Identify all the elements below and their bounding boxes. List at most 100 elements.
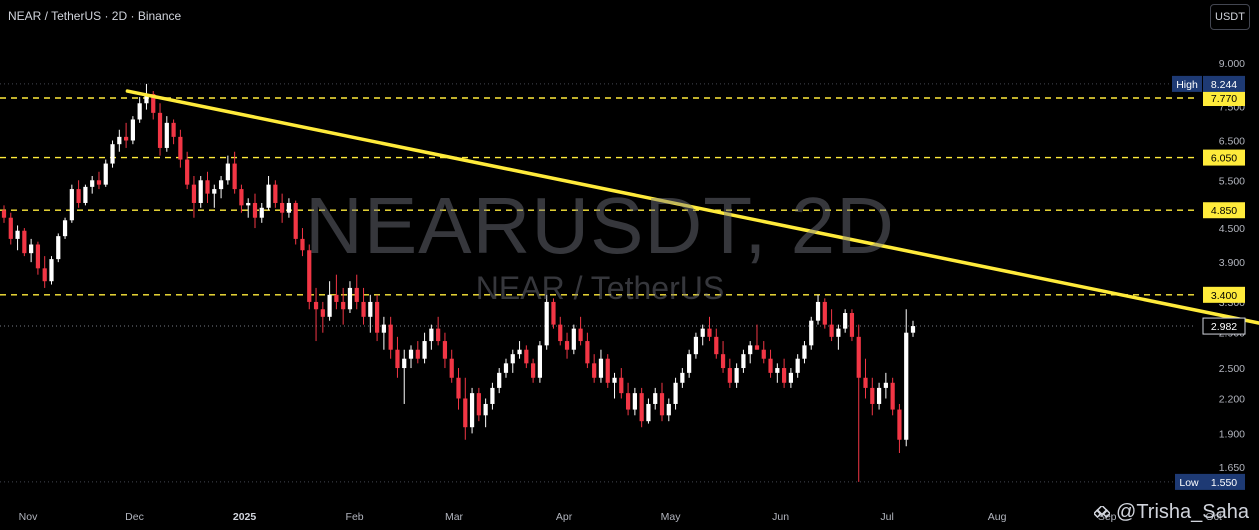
candle-body xyxy=(849,313,855,337)
level-price-tag xyxy=(1203,202,1245,219)
time-tick-label: Apr xyxy=(556,511,573,523)
candle-body xyxy=(551,301,556,325)
candle-body xyxy=(788,372,793,383)
candle-body xyxy=(517,349,522,355)
candle-body xyxy=(571,328,576,350)
candle-body xyxy=(198,180,203,203)
candle-body xyxy=(639,393,644,422)
candle-body xyxy=(42,268,47,282)
candle-body xyxy=(720,354,726,369)
candle-body xyxy=(836,328,841,337)
candle-body xyxy=(537,345,543,378)
candle-body xyxy=(374,301,380,333)
candle-body xyxy=(280,202,285,213)
candle-body xyxy=(293,202,298,239)
author-credit: @Trisha_Saha xyxy=(1092,501,1249,524)
candle-body xyxy=(476,393,481,416)
candle-body xyxy=(90,180,95,187)
candle-body xyxy=(347,287,353,310)
price-axis[interactable]: 9.0007.5006.5005.5004.5003.9003.3002.900… xyxy=(1172,58,1246,490)
candle-body xyxy=(598,358,604,378)
candle-body xyxy=(904,332,909,440)
candle-body xyxy=(246,202,251,206)
candle-body xyxy=(436,328,441,342)
price-tick-label: 1.650 xyxy=(1219,462,1245,474)
candle-body xyxy=(883,382,888,388)
candle-body xyxy=(29,244,34,254)
candle-body xyxy=(422,341,427,359)
candle-body xyxy=(259,207,264,218)
candle-body xyxy=(802,345,807,359)
candle-body xyxy=(524,349,529,364)
time-tick-label: Aug xyxy=(988,511,1007,523)
candle-body xyxy=(829,324,834,337)
candle-body xyxy=(863,377,868,388)
candle-body xyxy=(754,345,760,350)
candle-body xyxy=(130,119,135,141)
candle-body xyxy=(727,368,732,383)
candle-body xyxy=(876,387,882,404)
candle-body xyxy=(402,358,407,369)
candle-body xyxy=(564,341,570,350)
level-price-tag xyxy=(1203,89,1245,106)
candle-body xyxy=(843,313,848,329)
candle-body xyxy=(252,202,258,218)
currency-button[interactable]: USDT xyxy=(1210,4,1250,30)
candle-body xyxy=(191,184,197,203)
downtrend-line xyxy=(125,89,1259,325)
candle-body xyxy=(592,363,597,378)
level-price-label: 3.400 xyxy=(1211,290,1237,302)
candle-body xyxy=(300,238,305,251)
horizontal-levels xyxy=(0,97,1195,296)
candle-body xyxy=(659,393,665,416)
candle-body xyxy=(35,244,41,269)
candle-body xyxy=(578,328,583,342)
candle-body xyxy=(171,122,176,137)
candle-body xyxy=(700,328,705,337)
candle-body xyxy=(910,326,916,333)
candle-body xyxy=(320,309,325,317)
candle-body xyxy=(15,230,20,239)
candle-body xyxy=(286,202,292,213)
candle-body xyxy=(707,328,712,337)
price-tick-label: 4.500 xyxy=(1219,223,1245,235)
candle-body xyxy=(761,349,766,359)
candle-body xyxy=(49,259,54,282)
candle-body xyxy=(8,217,13,239)
candle-body xyxy=(205,180,210,194)
candle-body xyxy=(83,186,88,203)
level-price-label: 6.050 xyxy=(1211,153,1237,165)
candle-body xyxy=(151,94,156,113)
candle-body xyxy=(185,159,190,185)
low-tag-name: Low xyxy=(1179,477,1199,489)
candle-body xyxy=(178,136,183,160)
candle-body xyxy=(56,236,61,260)
candle-body xyxy=(768,358,773,373)
candle-body xyxy=(368,301,373,317)
candle-body xyxy=(395,349,400,369)
tradingview-logo-icon xyxy=(1092,503,1112,521)
price-tick-label: 6.500 xyxy=(1219,135,1245,147)
high-price-box xyxy=(1203,75,1245,92)
time-axis[interactable]: NovDec2025FebMarAprMayJunJulAugSepOctNov… xyxy=(19,511,1259,523)
candle-body xyxy=(212,189,217,194)
candle-body xyxy=(415,349,420,359)
candle-body xyxy=(62,220,68,237)
candle-body xyxy=(809,320,814,346)
low-price-box xyxy=(1203,473,1245,490)
candle-body xyxy=(266,184,271,208)
candle-body xyxy=(497,372,502,388)
candle-body xyxy=(157,112,163,148)
time-tick-label: Dec xyxy=(125,511,144,523)
candle-body xyxy=(741,354,746,369)
symbol-title[interactable]: NEAR / TetherUS · 2D · Binance xyxy=(8,9,182,23)
candle-body xyxy=(117,136,122,145)
candle-body xyxy=(103,163,108,185)
candle-body xyxy=(625,393,631,410)
candle-body xyxy=(782,368,787,383)
candle-body xyxy=(775,368,780,373)
candle-body xyxy=(164,122,169,148)
candle-body xyxy=(666,403,671,416)
candle-body xyxy=(815,301,821,321)
candle-body xyxy=(341,301,346,310)
